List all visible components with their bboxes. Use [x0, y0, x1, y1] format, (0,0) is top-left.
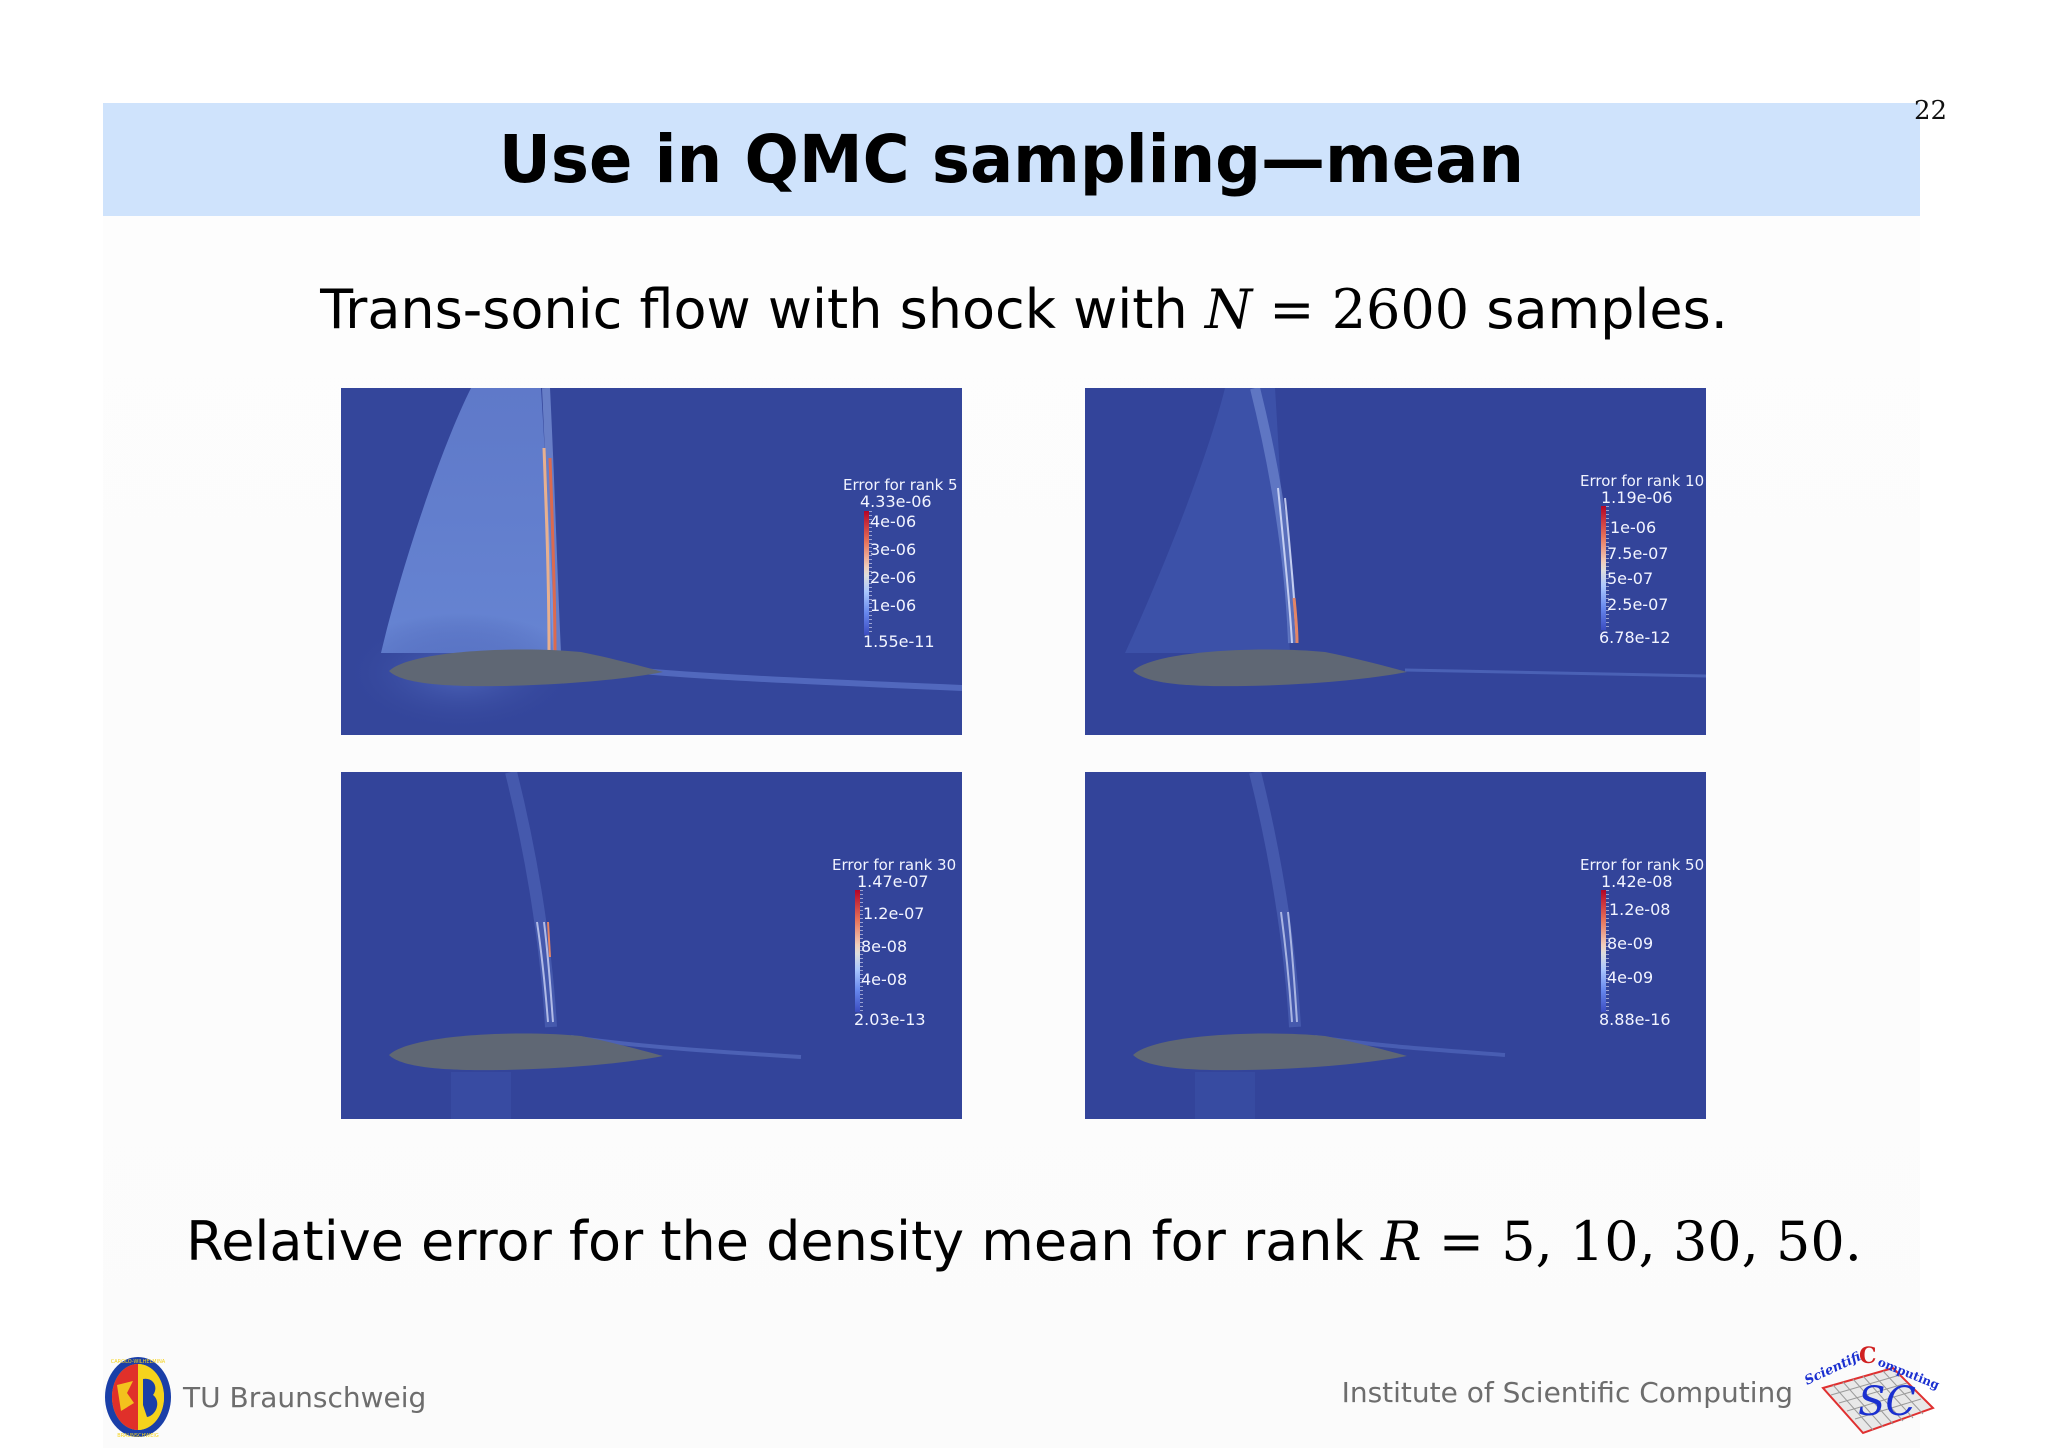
math-equation: = 5, 10, 30, 50. [1421, 1210, 1862, 1273]
legend-max: 1.19e-06 [1601, 488, 1673, 507]
math-equation: = 2600 [1252, 278, 1470, 341]
legend-tick: 8e-08 [861, 937, 908, 956]
math-variable-r: R [1380, 1210, 1422, 1273]
legend-tick: 5e-07 [1607, 569, 1654, 588]
subtitle-text-end: samples. [1469, 278, 1728, 341]
figure-panel-rank-10: Error for rank 10 1.19e-06 1e-06 7.5e-07… [1085, 388, 1706, 735]
legend-tick: 2.5e-07 [1607, 595, 1669, 614]
legend-max: 1.47e-07 [857, 872, 929, 891]
figure-panel-rank-5: Error for rank 5 4.33e-06 4e-06 3e-06 2e… [341, 388, 962, 735]
footer-left: CAROLO-WILHELMINA BRAUNSCHWEIG TU Brauns… [103, 1352, 426, 1442]
caption-text: Relative error for the density mean for … [186, 1210, 1381, 1273]
scientific-computing-logo-icon: SC Scientifi C omputing [1803, 1343, 1942, 1434]
legend-tick: 1e-06 [1610, 518, 1657, 537]
subtitle-text: Trans-sonic flow with shock with [320, 278, 1205, 341]
figure-panel-rank-30: Error for rank 30 1.47e-07 1.2e-07 8e-08… [341, 772, 962, 1119]
legend-tick: 1e-06 [870, 596, 917, 615]
subtitle: Trans-sonic flow with shock with N = 260… [0, 278, 2048, 341]
legend-tick: 7.5e-07 [1607, 544, 1669, 563]
figure-panel-rank-50: Error for rank 50 1.42e-08 1.2e-08 8e-09… [1085, 772, 1706, 1119]
legend-tick: 3e-06 [870, 540, 917, 559]
math-variable-n: N [1204, 278, 1253, 341]
legend-tick: 4e-09 [1607, 968, 1654, 987]
legend-min: 1.55e-11 [863, 632, 935, 651]
legend-min: 6.78e-12 [1599, 628, 1671, 647]
legend-tick: 4e-06 [870, 512, 917, 531]
legend-max: 4.33e-06 [860, 492, 932, 511]
title-bar: Use in QMC sampling—mean [103, 103, 1920, 216]
page-number: 22 [1914, 96, 1948, 126]
legend-title: Error for rank 50 [1580, 856, 1705, 874]
footer-right: Institute of Scientific Computing SC Sci… [1342, 1340, 1943, 1445]
footer-institute: Institute of Scientific Computing [1341, 1376, 1793, 1409]
crest-ring-text: CAROLO-WILHELMINA [111, 1359, 166, 1365]
density-error-field [341, 388, 962, 735]
legend-max: 1.42e-08 [1601, 872, 1673, 891]
crest-ring-text: BRAUNSCHWEIG [117, 1433, 159, 1439]
legend-tick: 4e-08 [861, 970, 908, 989]
sc-logo-text: C [1859, 1343, 1877, 1369]
legend-min: 2.03e-13 [854, 1010, 926, 1029]
legend-title: Error for rank 10 [1580, 472, 1705, 490]
tu-braunschweig-crest-icon: CAROLO-WILHELMINA BRAUNSCHWEIG [105, 1357, 171, 1439]
colorbar [864, 511, 872, 635]
footer-university: TU Braunschweig [183, 1380, 427, 1414]
legend-tick: 1.2e-08 [1609, 900, 1671, 919]
legend-min: 8.88e-16 [1599, 1010, 1671, 1029]
slide-title: Use in QMC sampling—mean [498, 121, 1525, 198]
figure-caption: Relative error for the density mean for … [0, 1210, 2048, 1273]
colorbar [1601, 506, 1609, 630]
legend-tick: 2e-06 [870, 568, 917, 587]
legend-tick: 8e-09 [1607, 934, 1654, 953]
colorbar [855, 890, 863, 1012]
legend-title: Error for rank 5 [843, 476, 958, 494]
colorbar [1601, 890, 1609, 1012]
sc-monogram: SC [1858, 1379, 1916, 1425]
legend-title: Error for rank 30 [832, 856, 957, 874]
legend-tick: 1.2e-07 [863, 904, 925, 923]
